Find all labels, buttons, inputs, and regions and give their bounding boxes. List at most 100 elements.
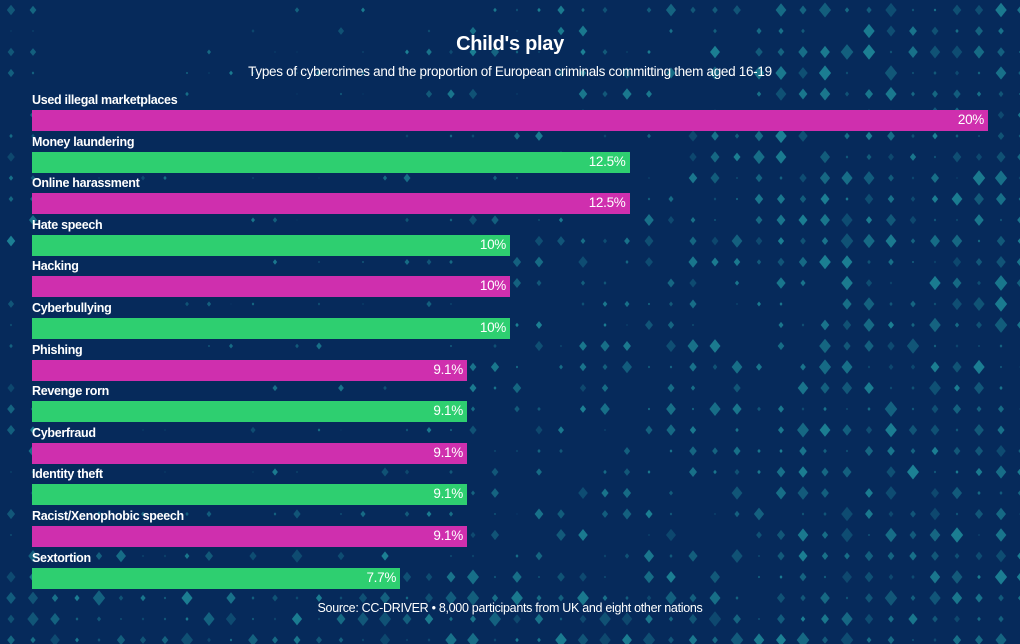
diamond-shape <box>140 594 146 602</box>
diamond-shape <box>906 338 920 354</box>
data-label: 10% <box>479 278 506 294</box>
diamond-shape <box>999 344 1003 348</box>
diamond-shape <box>753 66 765 80</box>
diamond-shape <box>733 446 741 456</box>
diamond-shape <box>799 173 807 183</box>
diamond-shape <box>885 422 897 438</box>
diamond-shape <box>669 28 673 34</box>
diamond-shape <box>622 360 632 374</box>
diamond-shape <box>7 614 15 624</box>
diamond-shape <box>975 551 983 561</box>
diamond-shape <box>867 407 871 411</box>
diamond-shape <box>889 50 893 54</box>
diamond-shape <box>92 590 106 606</box>
diamond-shape <box>865 216 873 224</box>
diamond-shape <box>977 239 981 243</box>
diamond-shape <box>361 638 365 642</box>
diamond-shape <box>668 490 674 496</box>
diamond-shape <box>380 591 390 605</box>
diamond-shape <box>250 426 256 434</box>
diamond-shape <box>95 552 103 560</box>
diamond-shape <box>8 175 14 181</box>
diamond-shape <box>536 594 542 602</box>
diamond-shape <box>755 236 763 246</box>
diamond-shape <box>404 469 410 475</box>
diamond-shape <box>798 67 808 79</box>
diamond-shape <box>868 533 870 537</box>
diamond-shape <box>955 512 959 516</box>
diamond-shape <box>141 175 145 181</box>
diamond-shape <box>713 28 717 34</box>
diamond-shape <box>252 71 254 75</box>
diamond-shape <box>841 170 853 186</box>
diamond-shape <box>952 634 962 644</box>
diamond-shape <box>450 302 452 306</box>
diamond-shape <box>602 48 608 56</box>
diamond-shape <box>471 490 475 496</box>
diamond-shape <box>999 218 1003 222</box>
diamond-shape <box>403 173 411 183</box>
diamond-shape <box>994 569 1008 585</box>
diamond-shape <box>163 617 167 621</box>
diamond-shape <box>753 507 765 521</box>
diamond-shape <box>819 254 831 270</box>
diamond-shape <box>709 339 721 353</box>
diamond-shape <box>577 633 589 644</box>
diamond-shape <box>272 468 278 476</box>
diamond-shape <box>933 470 937 474</box>
diamond-shape <box>383 385 387 391</box>
diamond-shape <box>755 215 763 225</box>
diamond-shape <box>888 258 894 266</box>
diamond-shape <box>535 131 543 141</box>
diamond-shape <box>667 321 675 329</box>
diamond-shape <box>976 91 982 97</box>
diamond-shape <box>864 381 874 395</box>
diamond-shape <box>732 403 742 415</box>
diamond-shape <box>931 195 939 203</box>
diamond-shape <box>886 213 896 227</box>
diamond-shape <box>757 301 761 307</box>
diamond-shape <box>252 471 254 473</box>
diamond-shape <box>885 234 897 248</box>
diamond-shape <box>208 72 210 74</box>
diamond-shape <box>647 302 651 306</box>
diamond-shape <box>579 383 587 393</box>
category-label: Cyberbullying <box>32 301 112 315</box>
diamond-shape <box>580 280 586 286</box>
diamond-shape <box>230 303 232 305</box>
diamond-shape <box>537 637 541 643</box>
diamond-shape <box>866 6 872 14</box>
diamond-shape <box>799 194 807 204</box>
diamond-shape <box>203 612 215 626</box>
diamond-shape <box>713 197 717 201</box>
diamond-shape <box>251 217 255 223</box>
diamond-shape <box>840 632 854 644</box>
diamond-shape <box>779 575 783 579</box>
diamond-shape <box>534 256 544 268</box>
diamond-shape <box>757 575 761 579</box>
diamond-shape <box>996 235 1006 247</box>
diamond-shape <box>841 527 853 543</box>
diamond-shape <box>623 447 631 455</box>
diamond-shape <box>447 89 455 99</box>
diamond-shape <box>736 197 738 201</box>
diamond-shape <box>207 49 211 55</box>
diamond-shape <box>932 615 938 623</box>
diamond-shape <box>6 591 16 605</box>
diamond-shape <box>360 510 366 518</box>
diamond-shape <box>977 616 981 622</box>
diamond-shape <box>1017 6 1020 14</box>
diamond-shape <box>469 362 477 372</box>
diamond-shape <box>603 554 607 558</box>
diamond-shape <box>7 635 15 644</box>
diamond-shape <box>142 554 144 558</box>
diamond-shape <box>974 214 984 226</box>
diamond-shape <box>647 133 651 139</box>
diamond-shape <box>690 385 696 391</box>
diamond-shape <box>734 468 740 476</box>
diamond-shape <box>954 384 960 392</box>
diamond-shape <box>445 632 457 644</box>
diamond-shape <box>884 401 898 417</box>
diamond-shape <box>735 596 739 600</box>
diamond-shape <box>733 152 741 162</box>
